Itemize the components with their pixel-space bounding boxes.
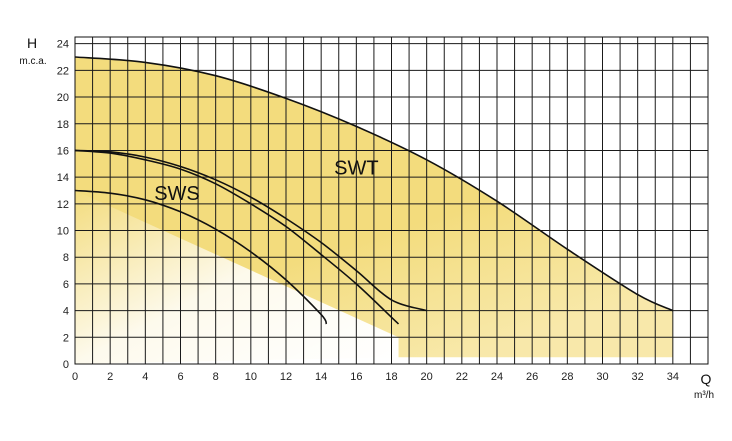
y-tick-label: 10 bbox=[57, 226, 69, 238]
y-tick-label: 24 bbox=[57, 39, 69, 51]
x-tick-label: 4 bbox=[142, 371, 148, 383]
x-tick-label: 6 bbox=[177, 371, 183, 383]
y-tick-label: 0 bbox=[63, 359, 69, 371]
curve-0 bbox=[74, 149, 427, 312]
y-axis-label: H bbox=[27, 35, 37, 51]
x-tick-label: 12 bbox=[280, 371, 292, 383]
x-tick-label: 18 bbox=[385, 371, 397, 383]
x-tick-label: 8 bbox=[213, 371, 219, 383]
x-tick-label: 10 bbox=[245, 371, 257, 383]
curve-1 bbox=[74, 149, 400, 325]
x-tick-labels: 0 2 4 6 8 10 12 14 16 18 20 22 24 26 28 30 32 34 bbox=[72, 371, 679, 383]
x-axis-unit: m³/h bbox=[694, 390, 714, 401]
y-tick-label: 2 bbox=[63, 332, 69, 344]
area-sws-fade bbox=[75, 190, 399, 364]
x-tick-label: 26 bbox=[526, 371, 538, 383]
x-tick-label: 20 bbox=[421, 371, 433, 383]
y-tick-label: 20 bbox=[57, 92, 69, 104]
y-tick-label: 4 bbox=[63, 306, 69, 318]
x-tick-label: 30 bbox=[596, 371, 608, 383]
y-axis-unit: m.c.a. bbox=[19, 56, 46, 67]
x-tick-label: 14 bbox=[315, 371, 327, 383]
x-tick-label: 28 bbox=[561, 371, 573, 383]
y-tick-label: 6 bbox=[63, 279, 69, 291]
x-tick-label: 22 bbox=[456, 371, 468, 383]
x-tick-label: 16 bbox=[350, 371, 362, 383]
y-tick-label: 8 bbox=[63, 252, 69, 264]
x-tick-label: 34 bbox=[667, 371, 679, 383]
y-tick-label: 18 bbox=[57, 119, 69, 131]
y-tick-label: 12 bbox=[57, 199, 69, 211]
x-tick-label: 2 bbox=[107, 371, 113, 383]
y-tick-label: 16 bbox=[57, 145, 69, 157]
curve-2 bbox=[74, 189, 328, 325]
x-tick-label: 24 bbox=[491, 371, 503, 383]
x-tick-label: 0 bbox=[72, 371, 78, 383]
series-label-sws: SWS bbox=[154, 183, 200, 205]
x-axis-label: Q bbox=[701, 371, 712, 387]
plot-frame bbox=[74, 36, 709, 365]
curves bbox=[74, 56, 674, 325]
y-tick-label: 22 bbox=[57, 65, 69, 77]
y-tick-label: 14 bbox=[57, 172, 69, 184]
series-label-swt: SWT bbox=[334, 157, 378, 179]
curve-3 bbox=[74, 56, 674, 312]
x-tick-label: 32 bbox=[632, 371, 644, 383]
